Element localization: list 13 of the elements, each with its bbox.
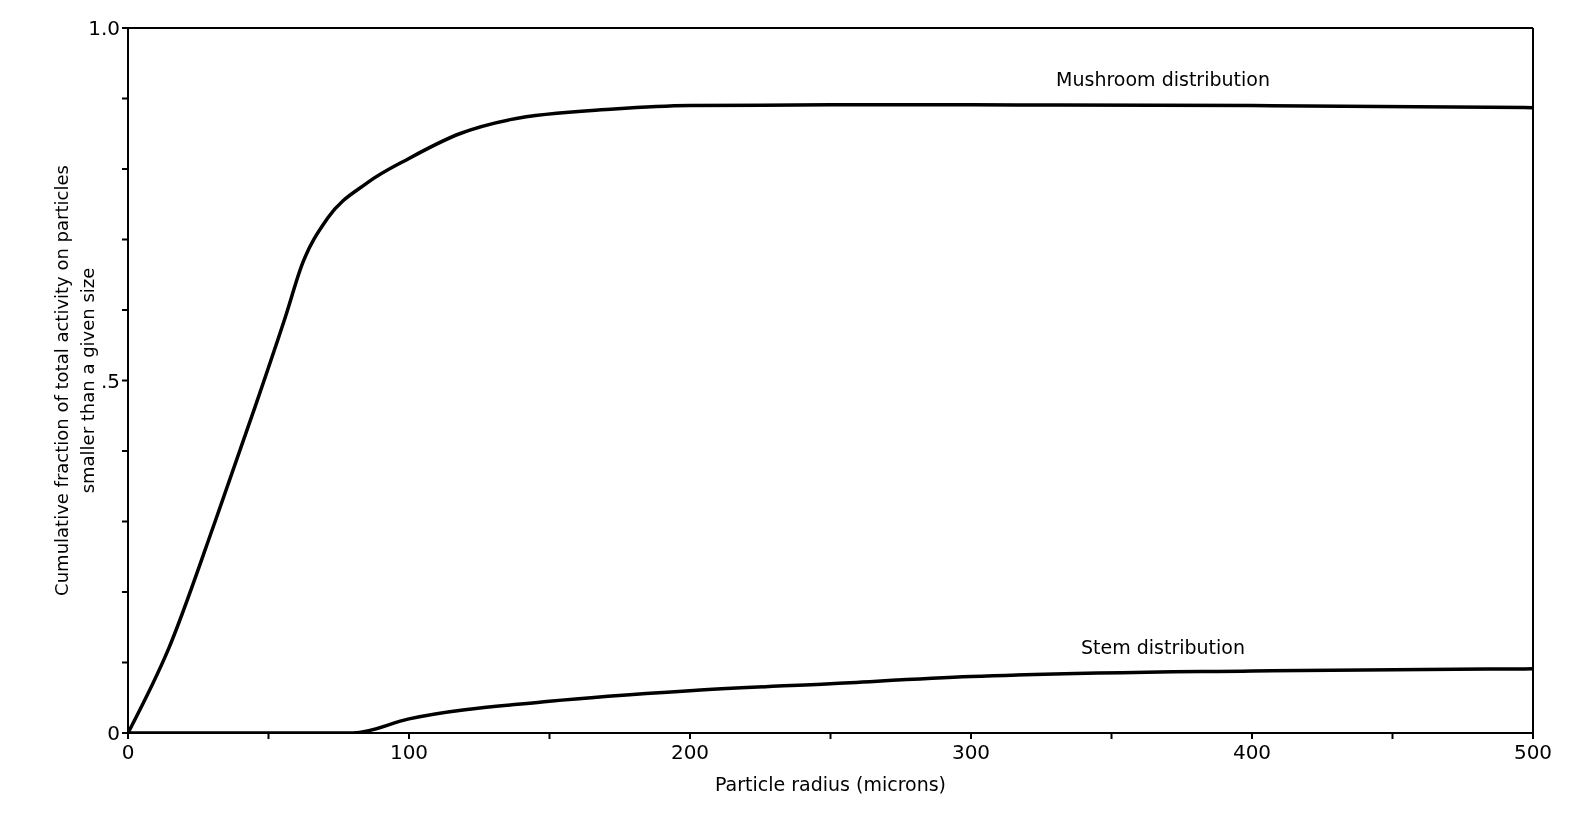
y-tick-label: .5 — [100, 368, 120, 393]
x-tick-label: 0 — [121, 740, 135, 764]
x-tick-label: 300 — [951, 740, 991, 764]
y-tick-label: 0 — [107, 721, 120, 746]
annotation: Mushroom distribution — [1056, 68, 1270, 90]
y-axis-title: Cumulative fraction of total activity on particles smaller than a given size — [51, 165, 98, 596]
x-tick-label: 400 — [1232, 740, 1272, 764]
x-axis-title: Particle radius (microns) — [714, 773, 947, 795]
y-tick-label: 1.0 — [88, 16, 120, 41]
x-tick-label: 500 — [1513, 740, 1553, 764]
x-tick-label: 200 — [670, 740, 710, 764]
annotation: Stem distribution — [1080, 636, 1246, 658]
x-tick-label: 100 — [389, 740, 429, 764]
